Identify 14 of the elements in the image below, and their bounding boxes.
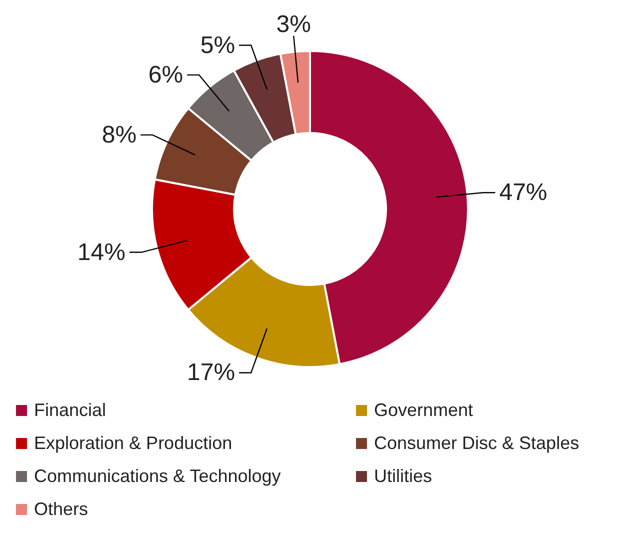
data-label: 5% <box>200 32 236 59</box>
legend-label: Exploration & Production <box>34 433 232 454</box>
data-label: 6% <box>148 61 184 88</box>
data-label: 14% <box>77 238 126 266</box>
data-label: 17% <box>187 359 236 386</box>
legend-label: Financial <box>34 400 106 421</box>
data-label: 47% <box>499 179 548 206</box>
data-label: 8% <box>102 121 137 148</box>
legend-label: Others <box>34 499 88 520</box>
data-label: 3% <box>276 10 311 38</box>
legend-label: Utilities <box>374 466 432 487</box>
legend-label: Communications & Technology <box>34 466 281 487</box>
legend-label: Government <box>374 400 474 421</box>
legend-label: Consumer Disc & Staples <box>374 433 580 454</box>
